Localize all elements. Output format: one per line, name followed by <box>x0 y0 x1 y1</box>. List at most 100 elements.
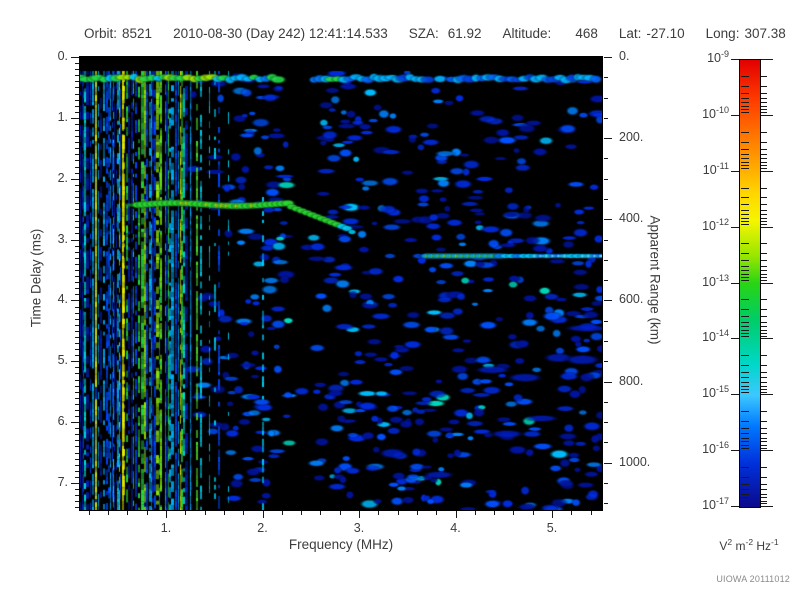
colorbar-minor-tick-right <box>761 265 767 267</box>
colorbar-minor-tick-right <box>761 153 767 155</box>
y-minor-tick <box>75 160 79 162</box>
y-major-tick <box>71 300 79 302</box>
y-minor-tick <box>75 409 79 411</box>
colorbar-minor-tick-left <box>741 427 749 429</box>
colorbar-minor-tick-right <box>761 466 767 468</box>
colorbar-major-tick-right <box>761 394 773 396</box>
y-minor-tick <box>75 373 79 375</box>
range-minor-tick <box>604 401 608 403</box>
x-major-tick <box>455 511 457 518</box>
x-minor-tick <box>590 511 592 515</box>
y-minor-tick <box>75 263 79 265</box>
colorbar-minor-tick-left <box>741 162 749 164</box>
y-minor-tick <box>75 172 79 174</box>
y-minor-tick <box>75 257 79 259</box>
colorbar-minor-tick-left <box>741 253 749 255</box>
colorbar-tick-label: 10-16 <box>702 440 729 457</box>
colorbar-minor-tick-right <box>761 158 767 160</box>
y-minor-tick <box>75 349 79 351</box>
colorbar-minor-tick-left <box>741 153 749 155</box>
y-minor-tick <box>75 440 79 442</box>
colorbar-minor-tick-right <box>761 75 767 77</box>
y-minor-tick <box>75 136 79 138</box>
y-minor-tick <box>75 276 79 278</box>
colorbar-minor-tick-right <box>761 277 767 279</box>
y-tick-label: 5. <box>57 353 68 368</box>
colorbar-minor-tick-left <box>741 85 749 87</box>
colorbar-minor-tick-left <box>741 365 749 367</box>
colorbar-tick-label: 10-17 <box>702 496 729 513</box>
altitude-field: Altitude: 468 <box>503 26 598 41</box>
colorbar-minor-tick-left <box>741 109 749 111</box>
colorbar-minor-tick-right <box>761 332 767 334</box>
x-tick-label: 3. <box>353 521 365 535</box>
colorbar-major-tick-right <box>761 506 773 507</box>
colorbar-minor-tick-left <box>741 214 749 216</box>
y-minor-tick <box>75 93 79 95</box>
y-minor-tick <box>75 489 79 491</box>
colorbar-tick-label: 10-9 <box>707 49 729 66</box>
sza-label: SZA: <box>408 26 439 41</box>
x-tick-label: 2. <box>257 521 268 535</box>
x-major-tick <box>552 511 553 518</box>
y-minor-tick <box>75 282 79 284</box>
colorbar-minor-tick-right <box>761 112 767 114</box>
colorbar-minor-tick-left <box>741 493 749 495</box>
colorbar-minor-tick-right <box>761 148 767 150</box>
colorbar-minor-tick-right <box>761 197 767 199</box>
y-minor-tick <box>75 446 79 448</box>
sza-field: SZA: 61.92 <box>409 26 482 41</box>
colorbar-minor-tick-right <box>761 279 767 281</box>
colorbar-minor-tick-right <box>761 441 767 443</box>
colorbar <box>739 59 761 508</box>
range-minor-tick <box>604 422 608 424</box>
y-minor-tick <box>75 452 79 454</box>
colorbar-minor-tick-left <box>741 209 749 211</box>
y-minor-tick <box>75 99 79 101</box>
datetime-text: 2010-08-30 (Day 242) 12:41:14.533 <box>173 26 388 41</box>
colorbar-minor-tick-right <box>761 437 767 439</box>
x-tick-label: 5. <box>546 521 558 535</box>
colorbar-tick-label: 10-13 <box>702 272 729 289</box>
y-minor-tick <box>75 154 79 156</box>
y-minor-tick <box>75 312 79 314</box>
x-minor-tick <box>243 511 245 515</box>
colorbar-minor-tick-left <box>741 329 749 331</box>
x-minor-tick <box>416 511 418 515</box>
colorbar-minor-tick-left <box>741 148 749 150</box>
y-minor-tick <box>75 294 79 296</box>
colorbar-minor-tick-right <box>761 309 767 311</box>
y-minor-tick <box>75 215 79 217</box>
range-major-tick <box>604 300 612 302</box>
colorbar-major-tick-left <box>731 282 739 284</box>
colorbar-minor-tick-right <box>761 321 767 323</box>
x-minor-tick <box>513 511 515 515</box>
range-minor-tick <box>604 503 608 505</box>
x-minor-tick <box>571 511 573 515</box>
colorbar-minor-tick-right <box>761 109 767 111</box>
plot-frame <box>79 56 603 511</box>
colorbar-major-tick-left <box>731 338 739 340</box>
colorbar-minor-tick-left <box>741 102 749 104</box>
colorbar-major-tick-right <box>761 450 773 452</box>
right-axis-title: Apparent Range (km) <box>647 215 663 345</box>
y-minor-tick <box>75 63 79 65</box>
colorbar-minor-tick-left <box>741 224 749 226</box>
y-tick-label: 6. <box>57 414 68 429</box>
colorbar-minor-tick-left <box>741 112 749 114</box>
x-major-tick <box>359 511 360 518</box>
colorbar-major-tick-right <box>761 338 773 340</box>
x-minor-tick <box>436 511 438 515</box>
colorbar-minor-tick-right <box>761 489 767 491</box>
colorbar-minor-tick-left <box>741 270 749 272</box>
colorbar-minor-tick-right <box>761 204 767 206</box>
colorbar-minor-tick-right <box>761 260 767 262</box>
colorbar-minor-tick-right <box>761 106 767 108</box>
colorbar-minor-tick-left <box>741 466 749 468</box>
colorbar-minor-tick-right <box>761 217 767 219</box>
colorbar-major-tick-left <box>731 114 739 116</box>
colorbar-minor-tick-right <box>761 493 767 495</box>
colorbar-minor-tick-left <box>741 277 749 279</box>
y-minor-tick <box>75 495 79 497</box>
colorbar-minor-tick-left <box>741 372 749 373</box>
